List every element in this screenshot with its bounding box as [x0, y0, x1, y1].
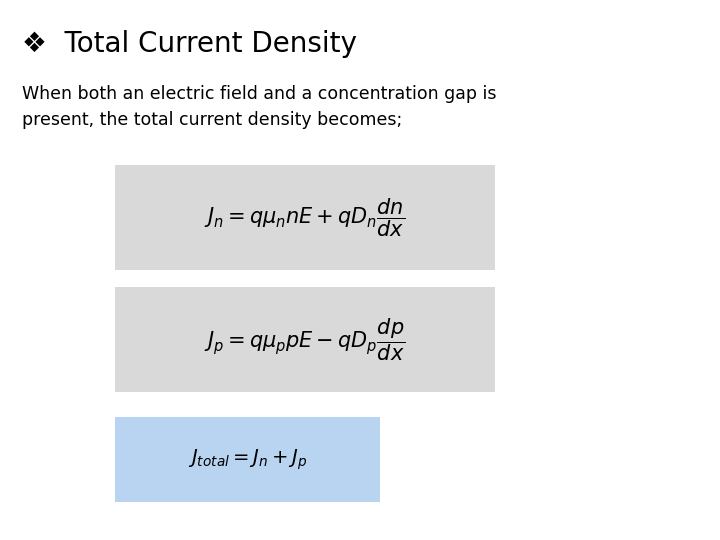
- FancyBboxPatch shape: [115, 287, 495, 392]
- Text: $J_{total} = J_n + J_p$: $J_{total} = J_n + J_p$: [188, 447, 307, 472]
- FancyBboxPatch shape: [115, 417, 380, 502]
- Text: $J_p = q\mu_p pE - qD_p \dfrac{dp}{dx}$: $J_p = q\mu_p pE - qD_p \dfrac{dp}{dx}$: [204, 316, 405, 363]
- FancyBboxPatch shape: [115, 165, 495, 270]
- Text: $J_n = q\mu_n nE + qD_n \dfrac{dn}{dx}$: $J_n = q\mu_n nE + qD_n \dfrac{dn}{dx}$: [204, 196, 405, 239]
- Text: When both an electric field and a concentration gap is
present, the total curren: When both an electric field and a concen…: [22, 85, 497, 130]
- Text: ❖  Total Current Density: ❖ Total Current Density: [22, 30, 357, 58]
